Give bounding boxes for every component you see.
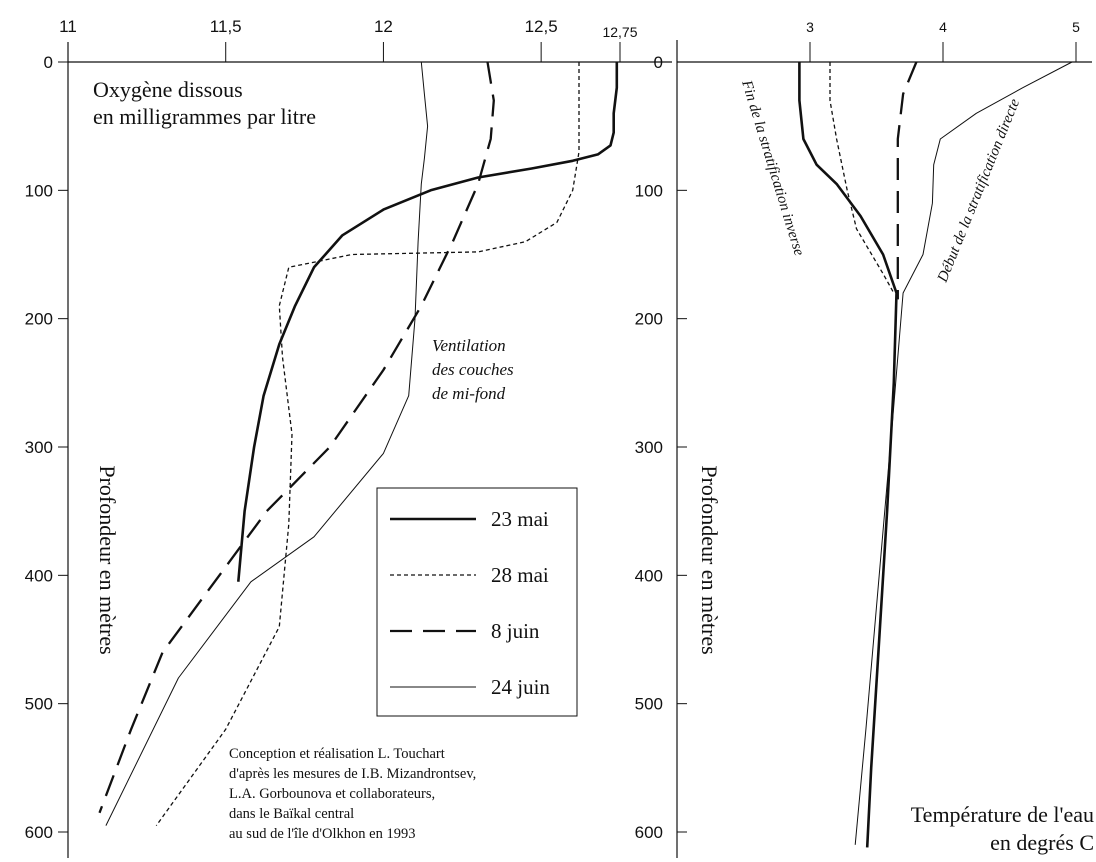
temp-series-line xyxy=(854,61,1073,845)
oxygen-x-tick-label: 12 xyxy=(374,17,393,36)
oxygen-series-line xyxy=(98,61,495,814)
temp-y-tick-label: 100 xyxy=(635,181,663,200)
fin-stratification-annotation: Fin de la stratification inverse xyxy=(738,78,807,258)
temp-y-tick-label: 300 xyxy=(635,438,663,457)
ventilation-annotation: des couches xyxy=(432,360,514,379)
oxygen-x-tick-label: 11 xyxy=(59,17,77,36)
oxygen-series-line xyxy=(237,62,619,582)
temp-series-line xyxy=(798,62,898,848)
legend-label: 28 mai xyxy=(491,563,549,587)
temp-series-line xyxy=(829,62,895,294)
temp-x-tick-label: 4 xyxy=(939,19,947,35)
temp-chart-title: en degrés C xyxy=(990,830,1094,855)
legend-label: 8 juin xyxy=(491,619,540,643)
oxygen-y-tick-label: 200 xyxy=(25,310,53,329)
oxygen-y-tick-label: 600 xyxy=(25,823,53,842)
ventilation-annotation: Ventilation xyxy=(432,336,506,355)
temp-y-tick-label: 500 xyxy=(635,695,663,714)
oxygen-series-line xyxy=(155,62,580,826)
oxygen-series-line xyxy=(105,61,429,826)
ventilation-annotation: de mi-fond xyxy=(432,384,506,403)
oxygen-y-axis-label: Profondeur en mètres xyxy=(95,465,120,654)
temp-y-axis-label: Profondeur en mètres xyxy=(697,465,722,654)
oxygen-y-tick-label: 500 xyxy=(25,695,53,714)
oxygen-y-tick-label: 0 xyxy=(44,53,53,72)
oxygen-y-tick-label: 300 xyxy=(25,438,53,457)
oxygen-y-tick-label: 100 xyxy=(25,181,53,200)
oxygen-x-tick-label: 12,5 xyxy=(525,17,558,36)
temp-y-tick-label: 0 xyxy=(654,53,663,72)
temp-x-tick-label: 5 xyxy=(1072,19,1080,35)
temp-y-tick-label: 200 xyxy=(635,310,663,329)
legend-label: 24 juin xyxy=(491,675,550,699)
credit-text: dans le Baïkal central xyxy=(229,806,354,822)
temp-y-tick-label: 600 xyxy=(635,823,663,842)
debut-stratification-annotation: Début de la stratification directe xyxy=(934,96,1023,285)
credit-text: au sud de l'île d'Olkhon en 1993 xyxy=(229,826,415,842)
oxygen-x-tick-label: 11,5 xyxy=(210,17,242,36)
temp-chart-title: Température de l'eau xyxy=(911,802,1094,827)
temp-x-tick-label: 3 xyxy=(806,19,814,35)
credit-text: L.A. Gorbounova et collaborateurs, xyxy=(229,786,435,802)
credit-text: d'après les mesures de I.B. Mizandrontse… xyxy=(229,766,476,782)
credit-text: Conception et réalisation L. Touchart xyxy=(229,746,445,762)
temp-series-line xyxy=(896,61,918,300)
oxygen-chart-title: Oxygène dissous xyxy=(93,77,243,102)
legend-label: 23 mai xyxy=(491,507,549,531)
oxygen-x-tick-label: 12,75 xyxy=(602,24,637,40)
oxygen-y-tick-label: 400 xyxy=(25,566,53,585)
temp-y-tick-label: 400 xyxy=(635,566,663,585)
legend-box xyxy=(376,487,578,717)
oxygen-chart-title: en milligrammes par litre xyxy=(93,104,316,129)
